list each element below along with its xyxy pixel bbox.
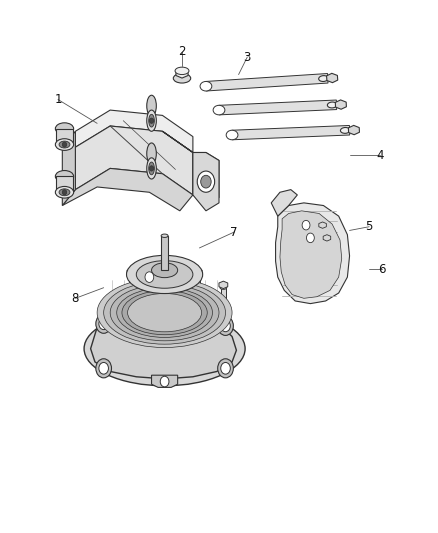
- Ellipse shape: [149, 162, 154, 175]
- Ellipse shape: [136, 261, 193, 288]
- Polygon shape: [129, 276, 135, 301]
- Polygon shape: [161, 236, 168, 270]
- Polygon shape: [56, 128, 73, 144]
- Ellipse shape: [59, 141, 70, 148]
- Circle shape: [62, 190, 67, 195]
- Polygon shape: [192, 268, 202, 277]
- Ellipse shape: [152, 263, 178, 278]
- Text: 6: 6: [378, 263, 386, 276]
- Circle shape: [218, 317, 233, 335]
- Circle shape: [149, 166, 154, 171]
- Circle shape: [99, 318, 109, 329]
- Ellipse shape: [226, 130, 238, 140]
- Ellipse shape: [122, 290, 207, 335]
- Ellipse shape: [84, 312, 245, 386]
- Ellipse shape: [55, 139, 74, 150]
- Ellipse shape: [220, 286, 227, 289]
- Circle shape: [128, 296, 136, 306]
- Polygon shape: [271, 190, 297, 216]
- Circle shape: [160, 376, 169, 387]
- Polygon shape: [276, 203, 350, 304]
- Ellipse shape: [55, 123, 74, 134]
- Text: 2: 2: [178, 45, 186, 58]
- Circle shape: [149, 118, 154, 123]
- Polygon shape: [306, 222, 322, 228]
- Polygon shape: [206, 74, 328, 91]
- Ellipse shape: [213, 106, 225, 115]
- Polygon shape: [62, 131, 75, 206]
- Polygon shape: [336, 100, 346, 109]
- Circle shape: [193, 296, 201, 306]
- Ellipse shape: [117, 288, 212, 337]
- Polygon shape: [323, 235, 331, 241]
- Polygon shape: [194, 276, 200, 301]
- Text: 5: 5: [365, 220, 373, 233]
- Polygon shape: [221, 288, 226, 312]
- Polygon shape: [75, 110, 193, 152]
- Ellipse shape: [127, 255, 203, 294]
- Ellipse shape: [147, 95, 156, 116]
- Ellipse shape: [110, 285, 219, 341]
- Circle shape: [221, 362, 230, 374]
- Ellipse shape: [173, 74, 191, 83]
- Ellipse shape: [55, 187, 74, 198]
- Circle shape: [145, 272, 154, 282]
- Circle shape: [96, 314, 112, 333]
- Polygon shape: [193, 152, 219, 211]
- Circle shape: [99, 362, 109, 374]
- Circle shape: [219, 307, 227, 316]
- Circle shape: [62, 142, 67, 147]
- Polygon shape: [127, 268, 137, 277]
- Ellipse shape: [327, 102, 337, 108]
- Polygon shape: [219, 100, 337, 115]
- Text: 8: 8: [72, 292, 79, 305]
- Ellipse shape: [127, 294, 201, 332]
- Ellipse shape: [194, 274, 201, 277]
- Ellipse shape: [200, 82, 212, 91]
- Polygon shape: [176, 68, 188, 78]
- Polygon shape: [348, 125, 360, 135]
- Polygon shape: [319, 222, 326, 228]
- Ellipse shape: [340, 127, 350, 133]
- Circle shape: [307, 233, 314, 243]
- Polygon shape: [152, 375, 178, 387]
- Circle shape: [96, 359, 112, 378]
- Polygon shape: [75, 126, 193, 195]
- Ellipse shape: [149, 114, 154, 127]
- Ellipse shape: [319, 76, 328, 82]
- Ellipse shape: [175, 67, 189, 75]
- Ellipse shape: [104, 281, 226, 344]
- Text: 3: 3: [244, 51, 251, 63]
- Ellipse shape: [97, 278, 232, 348]
- Text: 1: 1: [54, 93, 62, 106]
- Polygon shape: [62, 168, 193, 211]
- Polygon shape: [162, 131, 219, 203]
- Text: 7: 7: [230, 225, 238, 239]
- Ellipse shape: [147, 158, 156, 179]
- Ellipse shape: [161, 234, 168, 237]
- Circle shape: [201, 175, 211, 188]
- Polygon shape: [91, 310, 237, 379]
- Circle shape: [218, 359, 233, 378]
- Ellipse shape: [55, 171, 74, 182]
- Ellipse shape: [147, 143, 156, 164]
- Polygon shape: [311, 235, 327, 241]
- Ellipse shape: [128, 274, 136, 277]
- Circle shape: [221, 320, 230, 332]
- Circle shape: [302, 220, 310, 230]
- Ellipse shape: [147, 110, 156, 131]
- Polygon shape: [280, 211, 342, 298]
- Polygon shape: [219, 281, 228, 288]
- Polygon shape: [232, 125, 350, 140]
- Polygon shape: [327, 74, 338, 83]
- Text: 4: 4: [376, 149, 384, 161]
- Polygon shape: [56, 176, 73, 192]
- Ellipse shape: [59, 189, 70, 196]
- Circle shape: [197, 171, 215, 192]
